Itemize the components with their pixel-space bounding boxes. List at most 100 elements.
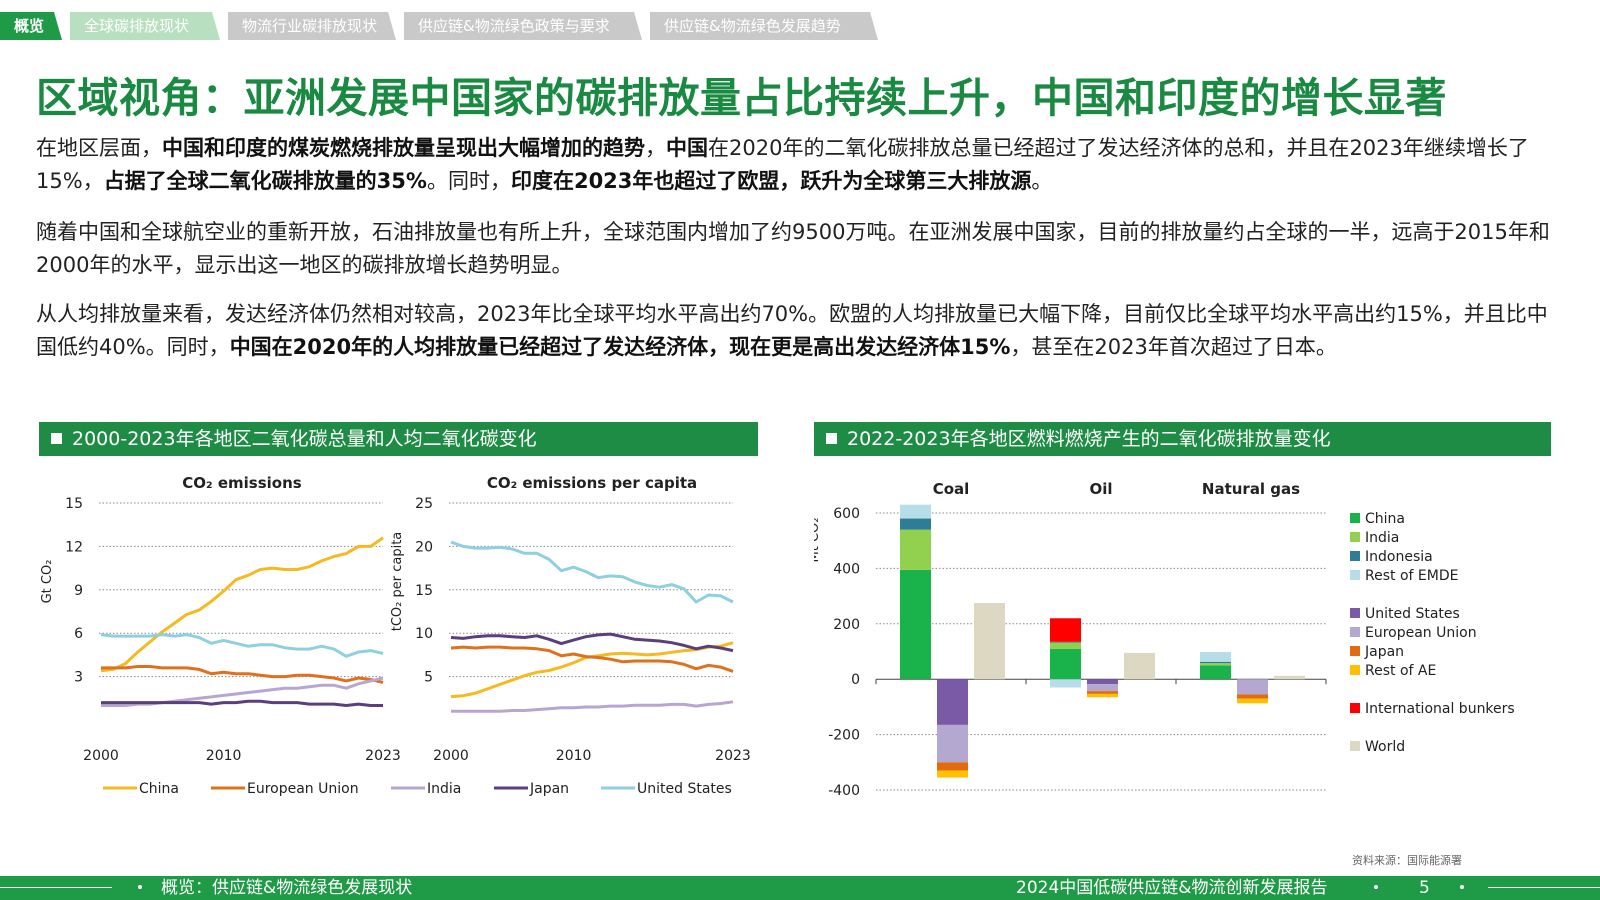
body-text: 在2020年的二氧化碳排放总量已经超过了发达经济体的总和，并且在2023年继续增…	[36, 136, 1529, 193]
legend-label: United States	[637, 781, 732, 797]
body-text: ，甚至在2023年首次超过了日本。	[1010, 335, 1337, 359]
footer-section-label: 概览：供应链&物流绿色发展现状	[161, 878, 413, 898]
bar-segment-indonesia	[1200, 661, 1231, 664]
x-tick-label: 2010	[206, 748, 242, 764]
bar-segment-european-union	[937, 724, 968, 763]
tab-global-carbon[interactable]: 全球碳排放现状	[70, 12, 220, 40]
bar-segment-rest-of-emde	[900, 504, 931, 519]
bar-segment-world	[974, 603, 1005, 680]
paragraph-per-capita: 从人均排放量来看，发达经济体仍然相对较高，2023年比全球平均水平高出约70%。…	[36, 298, 1564, 364]
emphasis-text: 印度在2023年也超过了欧盟，跃升为全球第三大排放源	[510, 169, 1032, 193]
series-line-united-states	[450, 540, 734, 604]
legend-label: European Union	[247, 781, 359, 797]
y-tick-label: 25	[415, 496, 433, 512]
legend-swatch	[1350, 703, 1360, 713]
y-tick-label: -200	[828, 728, 860, 744]
legend-swatch	[1350, 570, 1360, 580]
emphasis-text: 中国	[666, 136, 708, 160]
page-number: 5	[1419, 878, 1430, 898]
legend-label: World	[1365, 739, 1405, 755]
legend-label: Rest of EMDE	[1365, 568, 1458, 584]
x-tick-label: 2000	[83, 748, 119, 764]
y-axis-label: Mt CO₂	[814, 518, 822, 563]
legend-label: Indonesia	[1365, 549, 1433, 565]
bar-segment-india	[900, 529, 931, 570]
section-bar-right: 2022-2023年各地区燃料燃烧产生的二氧化碳排放量变化	[814, 422, 1551, 456]
legend-label: Japan	[529, 781, 569, 797]
emphasis-text: 占据了全球二氧化碳排放量的35%	[103, 169, 427, 193]
y-tick-label: 15	[65, 496, 83, 512]
legend-label: China	[139, 781, 179, 797]
bar-segment-india	[1200, 663, 1231, 666]
x-tick-label: 2023	[715, 748, 751, 764]
bar-segment-japan	[937, 762, 968, 771]
tab-green-trends[interactable]: 供应链&物流绿色发展趋势	[650, 12, 878, 40]
bar-segment-rest-of-ae	[1087, 693, 1118, 698]
bar-segment-world	[1274, 675, 1305, 680]
bar-segment-indonesia	[900, 518, 931, 530]
body-text: 在地区层面，	[36, 136, 162, 160]
chart-title: CO₂ emissions	[182, 474, 301, 492]
bar-segment-japan	[1087, 691, 1118, 694]
bar-segment-japan	[1237, 694, 1268, 699]
paragraph-oil: 随着中国和全球航空业的重新开放，石油排放量也有所上升，全球范围内增加了约9500…	[36, 216, 1564, 282]
bar-segment-european-union	[1087, 684, 1118, 692]
group-label: Natural gas	[1202, 480, 1300, 498]
series-line-japan	[101, 699, 383, 707]
emphasis-text: 中国在2020年的人均排放量已经超过了发达经济体，现在更是高出发达经济体15%	[229, 335, 1011, 359]
bar-segment-united-states	[937, 679, 968, 725]
bar-segment-china	[1050, 648, 1081, 680]
bar-segment-china	[900, 569, 931, 680]
square-bullet-icon	[51, 433, 62, 444]
series-line-united-states	[100, 633, 384, 658]
legend-label: China	[1365, 511, 1405, 527]
line-charts-panel: CO₂ emissions Gt CO₂ 3 6 9 12 15 2000 2010 2023 CO…	[39, 470, 769, 830]
y-tick-label: 600	[833, 506, 860, 522]
y-tick-label: 9	[74, 583, 83, 599]
tab-overview[interactable]: 概览	[0, 12, 62, 40]
emphasis-text: 中国和印度的煤炭燃烧排放量呈现出大幅增加的趋势	[162, 136, 645, 160]
series-line-china	[100, 536, 384, 673]
legend-swatch	[1350, 608, 1360, 618]
body-text: 从人均排放量来看，发达经济体仍然相对较高，2023年比全球平均水平高出约70%。…	[36, 302, 1548, 359]
y-tick-label: 200	[833, 617, 860, 633]
y-axis-label: tCO₂ per capita	[390, 532, 405, 632]
bar-segment-international-bunkers	[1050, 618, 1081, 642]
square-bullet-icon	[826, 433, 837, 444]
legend-label: Japan	[1364, 644, 1404, 660]
legend-swatch	[1350, 627, 1360, 637]
section-tabs: 概览 全球碳排放现状 物流行业碳排放现状 供应链&物流绿色政策与要求 供应链&物…	[0, 12, 886, 40]
y-tick-label: 400	[833, 561, 860, 577]
tab-logistics-carbon[interactable]: 物流行业碳排放现状	[228, 12, 396, 40]
legend-swatch	[1350, 741, 1360, 751]
bar-segment-india	[1050, 642, 1081, 649]
series-line-european-union	[101, 665, 384, 684]
tab-green-policy[interactable]: 供应链&物流绿色政策与要求	[404, 12, 642, 40]
footer-bar: 概览：供应链&物流绿色发展现状 2024中国低碳供应链&物流创新发展报告 5	[0, 876, 1600, 900]
body-text: ，	[645, 136, 666, 160]
bar-chart-panel: Mt CO₂ 600 400 200 0 -200 -400 Coal Oil Natural g…	[807, 470, 1574, 840]
page-title: 区域视角：亚洲发展中国家的碳排放量占比持续上升，中国和印度的增长显著	[36, 74, 1447, 122]
section-bar-left: 2000-2023年各地区二氧化碳总量和人均二氧化碳变化	[39, 422, 758, 456]
legend-label: International bunkers	[1365, 701, 1515, 717]
legend-swatch	[1350, 532, 1360, 542]
footer-dot-icon	[138, 885, 142, 889]
bar-segment-european-union	[1237, 679, 1268, 695]
x-tick-label: 2000	[433, 748, 469, 764]
legend-label: European Union	[1365, 625, 1477, 641]
series-line-china	[450, 641, 734, 699]
bar-segment-rest-of-ae	[937, 770, 968, 778]
footer-report-title: 2024中国低碳供应链&物流创新发展报告	[1016, 878, 1328, 898]
bar-segment-indonesia	[1050, 641, 1081, 643]
legend-label: India	[427, 781, 461, 797]
y-tick-label: 5	[424, 670, 433, 686]
legend-label: India	[1365, 530, 1399, 546]
y-tick-label: 0	[851, 672, 860, 688]
bar-segment-rest-of-ae	[1237, 698, 1268, 704]
bar-segment-united-states	[1087, 679, 1118, 685]
bar-segment-china	[1200, 665, 1231, 680]
series-line-japan	[450, 632, 734, 653]
bar-segment-rest-of-emde	[1050, 679, 1081, 688]
paragraph-regional: 在地区层面，中国和印度的煤炭燃烧排放量呈现出大幅增加的趋势，中国在2020年的二…	[36, 132, 1564, 198]
